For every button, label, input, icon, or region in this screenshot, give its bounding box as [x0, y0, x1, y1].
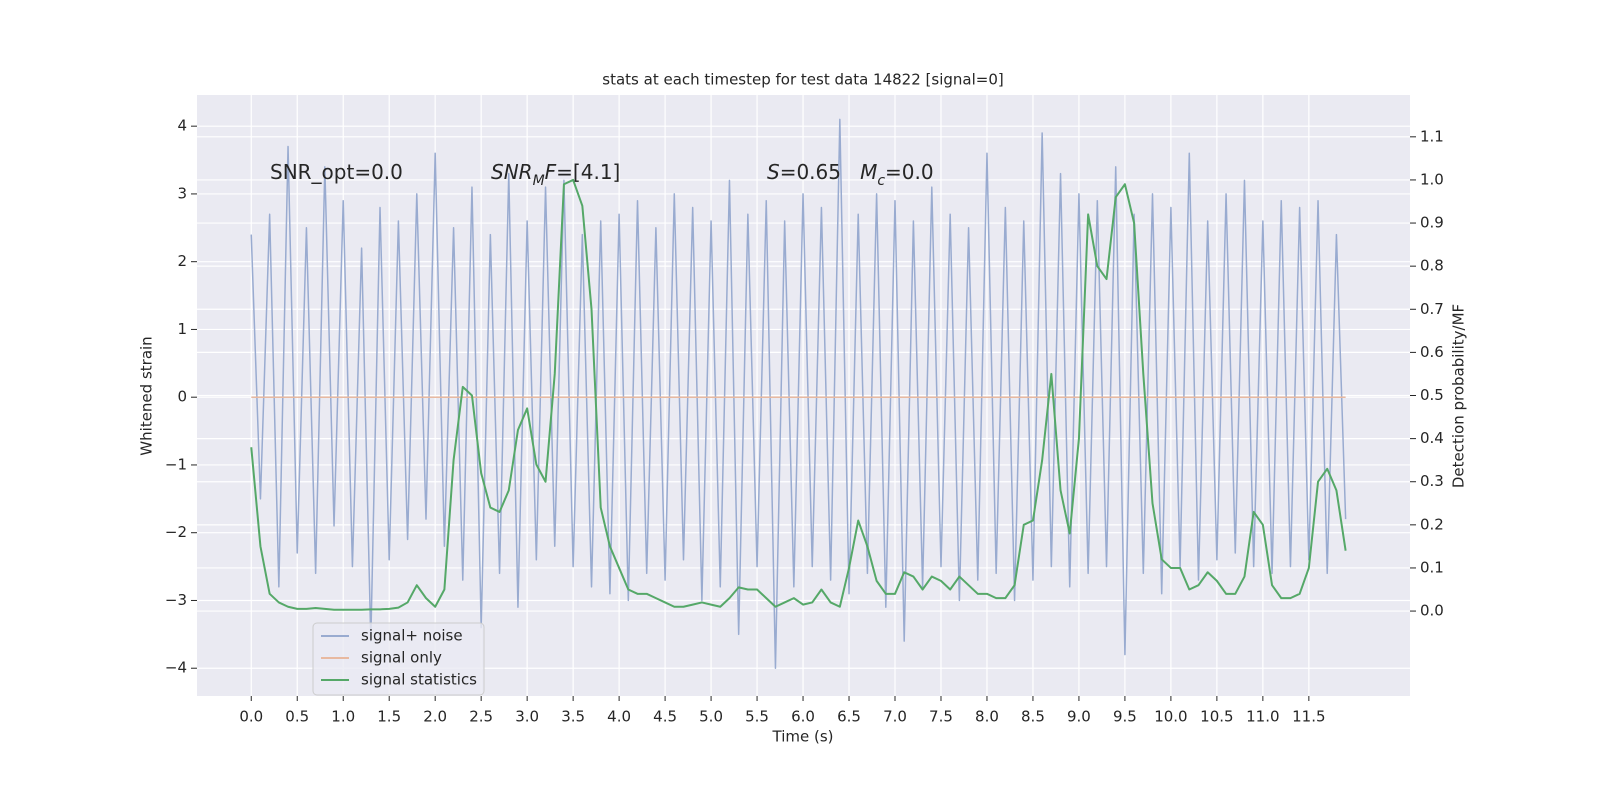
x-tick-label: 1.0	[331, 708, 355, 726]
y2-tick-label: 0.9	[1420, 214, 1444, 232]
x-tick-label: 9.0	[1067, 708, 1091, 726]
x-tick-label: 7.5	[929, 708, 953, 726]
y-tick-label: 0	[177, 388, 187, 406]
annotation-part: =0.65	[780, 160, 860, 184]
annotation-part: =0.0	[885, 160, 934, 184]
annotation-part: S	[767, 160, 780, 184]
annotation-part: SNR	[491, 160, 533, 184]
x-tick-label: 5.0	[699, 708, 723, 726]
annotation-part: SNR_opt=0.0	[270, 160, 403, 184]
x-tick-label: 4.0	[607, 708, 631, 726]
y2-tick-label: 0.4	[1420, 429, 1444, 447]
x-tick-label: 8.0	[975, 708, 999, 726]
annotation: SNRMF=[4.1]	[491, 160, 620, 190]
x-tick-label: 7.0	[883, 708, 907, 726]
x-tick-label: 4.5	[653, 708, 677, 726]
annotation-part: F	[545, 160, 557, 184]
x-tick-label: 10.0	[1154, 708, 1187, 726]
x-tick-label: 2.0	[423, 708, 447, 726]
grid	[197, 95, 1410, 696]
y-tick-label: 3	[177, 184, 187, 202]
chart-title: stats at each timestep for test data 148…	[602, 71, 1003, 89]
y-tick-label: −1	[165, 455, 187, 473]
x-tick-label: 3.5	[561, 708, 585, 726]
annotation-part: =[4.1]	[556, 160, 620, 184]
y-tick-label: 4	[177, 117, 187, 135]
y2-tick-label: 1.0	[1420, 170, 1444, 188]
x-tick-label: 6.5	[837, 708, 861, 726]
marks	[250, 118, 1347, 669]
y2-tick-label: 0.1	[1420, 558, 1444, 576]
y2-tick-label: 0.6	[1420, 343, 1444, 361]
x-tick-label: 0.5	[285, 708, 309, 726]
x-axis-label: Time (s)	[772, 728, 834, 746]
x-tick-label: 3.0	[515, 708, 539, 726]
series-line	[250, 118, 1347, 669]
x-tick-label: 2.5	[469, 708, 493, 726]
x-tick-label: 10.5	[1200, 708, 1233, 726]
legend-label: signal only	[361, 649, 442, 667]
x-tick-label: 5.5	[745, 708, 769, 726]
y2-tick-label: 1.1	[1420, 127, 1444, 145]
x-tick-label: 1.5	[377, 708, 401, 726]
annotation: SNR_opt=0.0	[270, 160, 403, 184]
y-tick-label: −4	[165, 659, 187, 677]
y-tick-label: 2	[177, 252, 187, 270]
y2-tick-label: 0.8	[1420, 257, 1444, 275]
y-tick-label: 1	[177, 320, 187, 338]
y2-tick-label: 0.0	[1420, 602, 1444, 620]
x-tick-label: 11.0	[1246, 708, 1279, 726]
x-tick-label: 11.5	[1292, 708, 1325, 726]
y2-axis-label: Detection probability/MF	[1450, 304, 1468, 488]
y2-tick-label: 0.7	[1420, 300, 1444, 318]
annotation: S=0.65 Mc=0.0	[767, 160, 934, 190]
x-tick-label: 0.0	[239, 708, 263, 726]
y2-tick-label: 0.2	[1420, 515, 1444, 533]
series-line	[250, 178, 1347, 611]
annotation-part: M	[860, 160, 877, 184]
y2-tick-label: 0.5	[1420, 386, 1444, 404]
x-tick-label: 6.0	[791, 708, 815, 726]
y-tick-label: −2	[165, 523, 187, 541]
annotation-part: c	[877, 173, 885, 189]
y-tick-label: −3	[165, 591, 187, 609]
legend-label: signal+ noise	[361, 627, 463, 645]
x-tick-label: 8.5	[1021, 708, 1045, 726]
annotation-part: M	[533, 173, 545, 189]
legend-box	[312, 622, 485, 696]
x-tick-label: 9.5	[1113, 708, 1137, 726]
legend-label: signal statistics	[361, 671, 477, 689]
y2-tick-label: 0.3	[1420, 472, 1444, 490]
y-axis-label: Whitened strain	[138, 336, 156, 455]
